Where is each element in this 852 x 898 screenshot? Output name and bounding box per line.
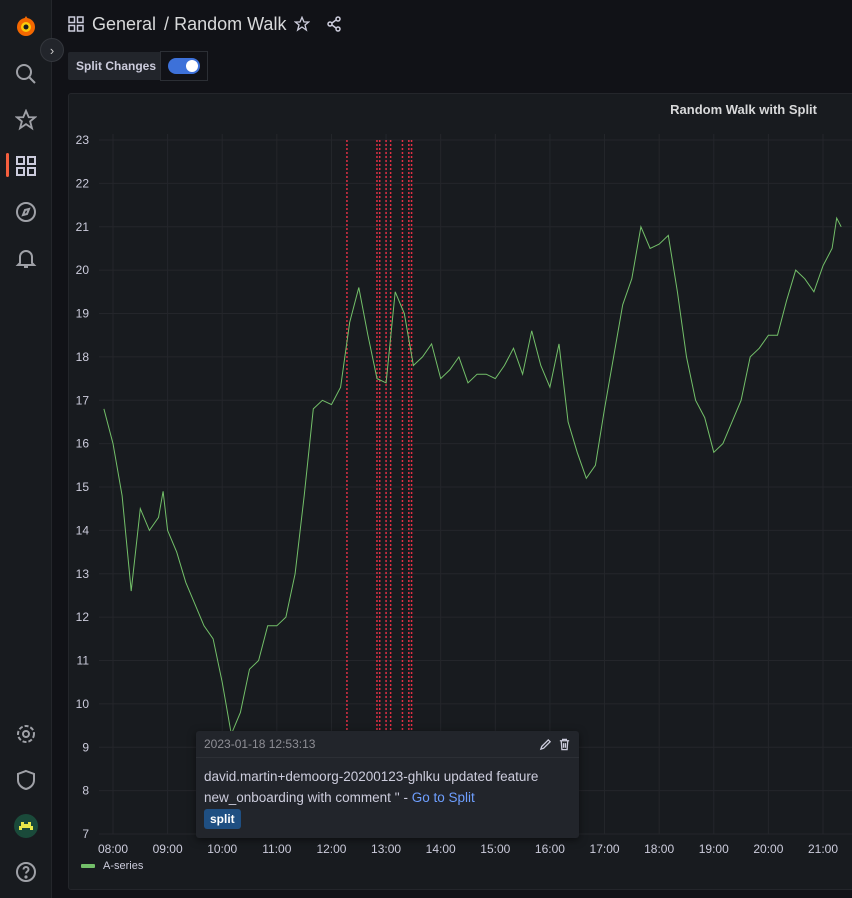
y-tick-label: 22	[76, 176, 90, 190]
series-line-a	[103, 216, 842, 736]
x-tick-label: 14:00	[426, 842, 456, 856]
breadcrumb: General / Random Walk	[68, 12, 342, 36]
x-tick-label: 13:00	[371, 842, 401, 856]
y-tick-label: 15	[76, 480, 90, 494]
x-tick-label: 20:00	[753, 842, 783, 856]
y-tick-label: 20	[76, 263, 90, 277]
folder-link[interactable]: General	[92, 13, 157, 34]
y-tick-label: 23	[76, 133, 90, 147]
sidebar	[0, 0, 52, 898]
y-tick-label: 11	[77, 654, 90, 668]
y-tick-label: 9	[82, 740, 89, 754]
annotation-tooltip: 2023-01-18 12:53:13 david.martin+demoorg…	[196, 731, 579, 838]
delete-trash-icon[interactable]	[558, 738, 571, 751]
annotation-text: david.martin+demoorg-20200123-ghlku upda…	[204, 769, 539, 805]
panel-title[interactable]: Random Walk with Split	[670, 102, 817, 117]
y-tick-label: 8	[82, 784, 89, 798]
x-tick-label: 08:00	[98, 842, 128, 856]
dashboard-title: Random Walk	[174, 13, 287, 34]
y-tick-label: 14	[76, 523, 90, 537]
edit-pencil-icon[interactable]	[539, 738, 552, 751]
x-tick-label: 11:00	[262, 842, 291, 856]
x-tick-label: 10:00	[207, 842, 237, 856]
x-tick-label: 12:00	[316, 842, 346, 856]
x-tick-label: 19:00	[699, 842, 729, 856]
search-icon[interactable]	[12, 60, 40, 88]
x-tick-label: 16:00	[535, 842, 565, 856]
toggle-switch[interactable]	[168, 58, 200, 74]
x-tick-label: 21:00	[808, 842, 838, 856]
explore-compass-icon[interactable]	[12, 198, 40, 226]
shield-icon[interactable]	[12, 766, 40, 794]
annotation-time: 2023-01-18 12:53:13	[204, 737, 316, 751]
help-icon[interactable]	[12, 858, 40, 886]
go-to-split-link[interactable]: Go to Split	[411, 790, 475, 805]
legend-label: A-series	[103, 860, 144, 872]
settings-gear-icon[interactable]	[12, 720, 40, 748]
y-tick-label: 7	[82, 827, 89, 841]
expand-sidebar-button[interactable]: ›	[40, 38, 64, 62]
star-icon[interactable]	[294, 16, 311, 32]
user-avatar[interactable]	[12, 812, 40, 840]
chevron-right-icon: ›	[49, 42, 55, 58]
variable-label: Split Changes	[68, 52, 165, 80]
y-tick-label: 17	[76, 393, 90, 407]
share-icon[interactable]	[326, 16, 342, 32]
y-tick-label: 12	[76, 610, 90, 624]
grafana-logo-icon[interactable]	[12, 12, 40, 40]
breadcrumb-separator: /	[164, 13, 170, 34]
y-tick-label: 10	[76, 697, 90, 711]
alerting-bell-icon[interactable]	[12, 244, 40, 272]
dashboards-icon	[68, 16, 84, 32]
legend-item[interactable]: A-series	[81, 860, 143, 872]
active-indicator	[6, 153, 9, 177]
dashboards-icon[interactable]	[12, 152, 40, 180]
x-tick-label: 09:00	[153, 842, 183, 856]
x-tick-label: 18:00	[644, 842, 674, 856]
x-tick-label: 15:00	[480, 842, 510, 856]
y-tick-label: 13	[76, 567, 90, 581]
y-tick-label: 16	[76, 437, 90, 451]
x-tick-label: 17:00	[590, 842, 620, 856]
legend-swatch	[81, 864, 95, 868]
y-tick-label: 21	[76, 220, 90, 234]
y-tick-label: 18	[76, 350, 90, 364]
y-tick-label: 19	[76, 307, 90, 321]
star-icon[interactable]	[12, 106, 40, 134]
split-changes-toggle[interactable]	[160, 51, 208, 81]
annotation-tag[interactable]: split	[204, 809, 241, 829]
